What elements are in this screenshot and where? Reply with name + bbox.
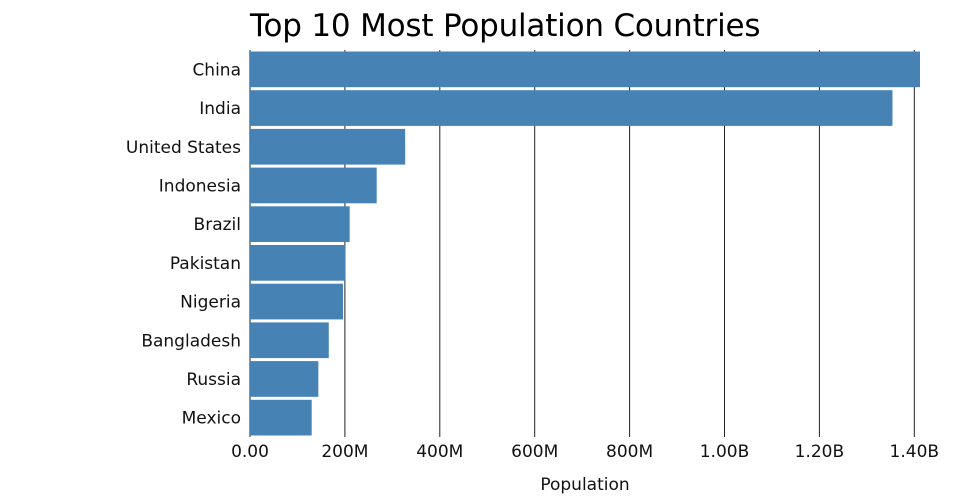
x-tick-label: 1.20B xyxy=(795,442,845,462)
category-label: Indonesia xyxy=(159,176,241,196)
category-label: Mexico xyxy=(182,409,241,429)
bar-bangladesh xyxy=(250,322,329,359)
category-label: India xyxy=(199,99,241,119)
bar-india xyxy=(250,90,893,126)
category-label: China xyxy=(192,60,241,80)
bar-pakistan xyxy=(250,245,346,281)
bar-china xyxy=(250,51,920,88)
bar-mexico xyxy=(250,399,312,436)
category-label: Brazil xyxy=(194,215,241,235)
category-label: United States xyxy=(126,138,241,158)
category-label: Russia xyxy=(186,370,241,390)
x-tick-label: 400M xyxy=(416,442,463,462)
bar-russia xyxy=(250,361,319,397)
category-label: Bangladesh xyxy=(141,331,241,351)
x-tick-label: 1.40B xyxy=(890,442,940,462)
category-label: Nigeria xyxy=(180,293,241,313)
category-label: Pakistan xyxy=(170,254,241,274)
bar-united-states xyxy=(250,128,406,165)
x-axis-title: Population xyxy=(540,475,629,495)
bar-nigeria xyxy=(250,283,344,320)
x-tick-label: 600M xyxy=(511,442,558,462)
x-tick-label: 800M xyxy=(606,442,653,462)
x-tick-label: 0.00 xyxy=(231,442,269,462)
bar-indonesia xyxy=(250,167,377,204)
x-tick-label: 1.00B xyxy=(700,442,750,462)
bar-brazil xyxy=(250,206,350,242)
chart-title: Top 10 Most Population Countries xyxy=(250,8,761,44)
x-tick-label: 200M xyxy=(321,442,368,462)
